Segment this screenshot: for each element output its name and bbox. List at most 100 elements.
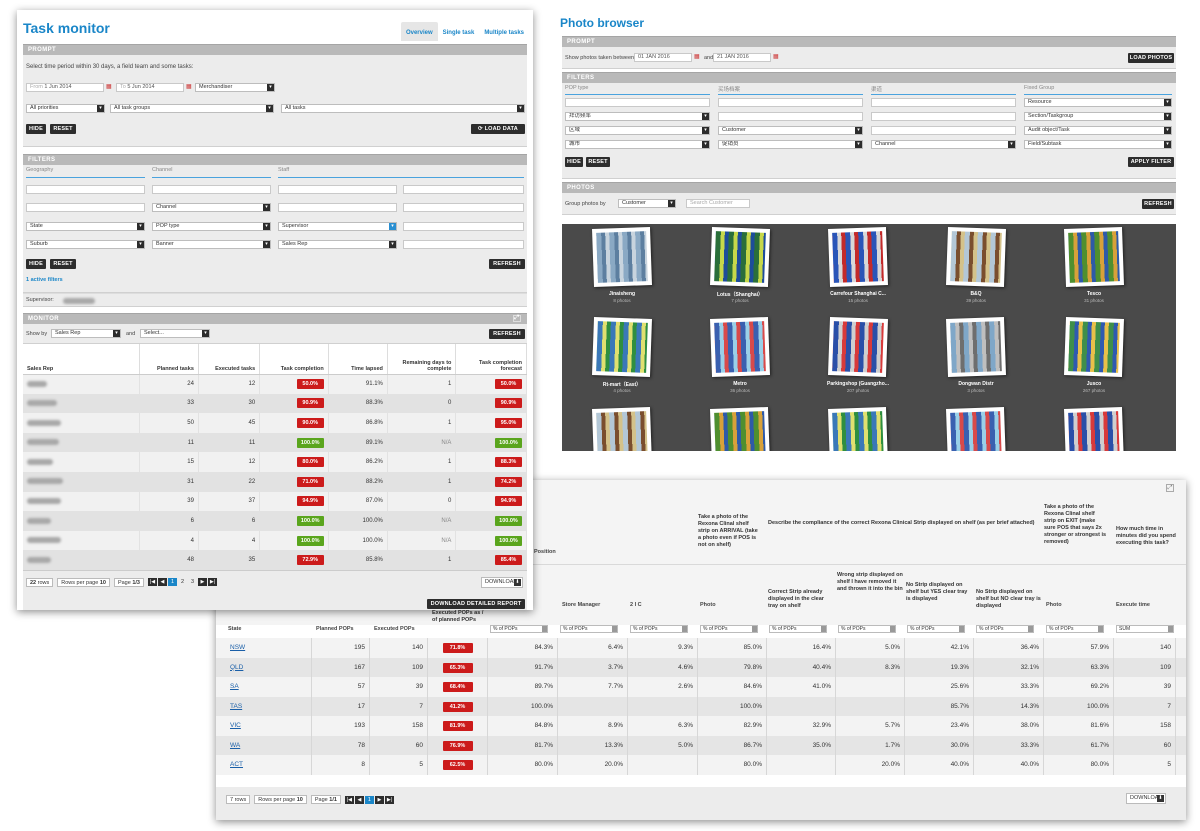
aggregation-select[interactable]: % of POPs — [976, 625, 1034, 633]
table-row[interactable]: VIC 193 158 81.9% 84.8% 8.9% 6.3% 82.9% 32.9% 5.7… — [216, 716, 1186, 736]
photo-thumbnail[interactable] — [946, 317, 1006, 377]
download-report-button[interactable]: DOWNLOAD DETAILED REPORT — [427, 598, 525, 609]
next-page-icon[interactable]: ▶ — [374, 795, 384, 804]
filters-refresh-button[interactable]: REFRESH — [489, 259, 525, 269]
next-page-icon[interactable]: ▶ — [197, 578, 207, 587]
page-2[interactable]: 2 — [180, 579, 185, 586]
table-row[interactable]: 39 37 94.9% 87.0% 0 94.9% — [23, 491, 527, 512]
photo-date-from[interactable]: 01 JAN 2016 — [634, 53, 692, 62]
first-page-icon[interactable]: |◀ — [147, 578, 157, 587]
hide-button[interactable]: HIDE — [26, 259, 46, 269]
calendar-icon[interactable]: ▦ — [106, 84, 112, 90]
customer-select[interactable]: Customer ▾ — [718, 126, 863, 135]
table-row[interactable]: 33 30 90.9% 88.3% 0 90.9% — [23, 393, 527, 414]
photo-thumbnail[interactable] — [592, 407, 652, 451]
photo-thumbnail[interactable] — [946, 227, 1006, 287]
apply-filter-button[interactable]: APPLY FILTER — [1128, 157, 1174, 167]
photo-thumbnail[interactable] — [828, 317, 888, 377]
aggregation-select[interactable]: % of POPs — [1046, 625, 1104, 633]
from-date-input[interactable]: From 1 Jun 2014 — [26, 83, 104, 92]
table-row[interactable]: NSW 195 140 71.8% 84.3% 6.4% 9.3% 85.0% 16.4% 5.0… — [216, 638, 1186, 658]
page-1[interactable]: 1 — [364, 795, 374, 804]
table-row[interactable]: 50 45 90.0% 86.8% 1 95.0% — [23, 413, 527, 433]
table-row[interactable]: QLD 167 109 65.3% 91.7% 3.7% 4.6% 79.8% 40.4% 8.3… — [216, 657, 1186, 677]
to-date-input[interactable]: To 5 Jun 2014 — [116, 83, 184, 92]
aggregation-select[interactable]: % of POPs — [490, 625, 548, 633]
first-page-icon[interactable]: |◀ — [344, 795, 354, 804]
state-link[interactable]: VIC — [230, 722, 241, 729]
photo-thumbnail[interactable] — [828, 407, 888, 451]
last-page-icon[interactable]: ▶| — [207, 578, 217, 587]
audit-select[interactable]: Audit object/Task ▾ — [1024, 126, 1172, 135]
expand-icon[interactable]: ⤢ — [513, 315, 521, 322]
col-lapsed[interactable]: Time lapsed — [328, 344, 388, 375]
filter-search[interactable] — [871, 98, 1016, 107]
active-filters-link[interactable]: 1 active filters — [26, 277, 63, 283]
col-executed[interactable]: Executed tasks — [198, 344, 261, 375]
col-completion[interactable]: Task completion — [259, 344, 329, 375]
photo-thumbnail[interactable] — [710, 227, 770, 287]
photo-thumbnail[interactable] — [946, 407, 1006, 451]
prev-page-icon[interactable]: ◀ — [157, 578, 167, 587]
table-row[interactable]: 15 12 80.0% 86.2% 1 88.3% — [23, 452, 527, 472]
photo-thumbnail[interactable] — [592, 317, 652, 377]
col-planned[interactable]: Planned tasks — [139, 344, 199, 375]
hide-button[interactable]: HIDE — [565, 157, 583, 167]
hide-button[interactable]: HIDE — [26, 124, 46, 134]
load-photos-button[interactable]: LOAD PHOTOS — [1128, 53, 1174, 63]
table-row[interactable]: 6 6 100.0% 100.0% N/A 100.0% — [23, 511, 527, 531]
expand-icon[interactable]: ⤢ — [1166, 484, 1174, 492]
aggregation-select[interactable]: % of POPs — [769, 625, 827, 633]
reset-button[interactable]: RESET — [50, 124, 76, 134]
aggregation-select[interactable]: SUM — [1116, 625, 1174, 633]
resource-select[interactable]: Resource ▾ — [1024, 98, 1172, 107]
col-sales-rep[interactable]: Sales Rep — [23, 344, 140, 375]
state-select[interactable]: State ▾ — [26, 222, 145, 231]
sales-rep-select[interactable]: Sales Rep ▾ — [278, 240, 397, 249]
aggregation-select[interactable]: % of POPs — [560, 625, 618, 633]
photo-thumbnail[interactable] — [1064, 227, 1124, 287]
calendar-icon[interactable]: ▦ — [773, 54, 779, 60]
banner-select[interactable]: Banner ▾ — [152, 240, 271, 249]
load-data-button[interactable]: ⟳ LOAD DATA — [471, 124, 525, 134]
promoter-select[interactable]: 促销员 ▾ — [718, 140, 863, 149]
rows-per-page[interactable]: Rows per page 10 — [57, 577, 110, 587]
table-row[interactable]: SA 57 39 68.4% 89.7% 7.7% 2.6% 84.6% 41.0% 25.6% 3… — [216, 677, 1186, 697]
state-link[interactable]: ACT — [230, 761, 243, 768]
aggregation-select[interactable]: % of POPs — [630, 625, 688, 633]
filter-search[interactable] — [565, 98, 710, 107]
pop-type-select[interactable]: POP type ▾ — [152, 222, 271, 231]
tab-single-task[interactable]: Single task — [442, 30, 475, 36]
photo-date-to[interactable]: 21 JAN 2016 — [713, 53, 771, 62]
filter-search[interactable] — [718, 98, 863, 107]
table-row[interactable]: 24 12 50.0% 91.1% 1 50.0% — [23, 374, 527, 394]
photo-thumbnail[interactable] — [592, 227, 652, 287]
supervisor-select[interactable]: Supervisor ▾ — [278, 222, 397, 231]
photo-thumbnail[interactable] — [710, 407, 770, 451]
filter-select[interactable]: 拜访频率 ▾ — [565, 112, 710, 121]
photo-thumbnail[interactable] — [710, 317, 770, 377]
table-row[interactable]: WA 78 60 76.9% 81.7% 13.3% 5.0% 86.7% 35.0% 1.7% 3… — [216, 735, 1186, 755]
rows-per-page[interactable]: Rows per page 10 — [254, 795, 307, 804]
state-link[interactable]: SA — [230, 683, 239, 690]
tasks-select[interactable]: All tasks ▾ — [281, 104, 525, 113]
section-select[interactable]: Section/Taskgroup ▾ — [1024, 112, 1172, 121]
city-select[interactable]: 城市 ▾ — [565, 140, 710, 149]
table-row[interactable]: 11 11 100.0% 89.1% N/A 100.0% — [23, 432, 527, 453]
monitor-download-button[interactable]: DOWNLOAD ⬇ — [481, 576, 523, 588]
channel-select[interactable]: Channel ▾ — [152, 203, 271, 212]
photo-thumbnail[interactable] — [1064, 407, 1124, 451]
channel-select[interactable]: Channel ▾ — [871, 140, 1016, 149]
state-link[interactable]: TAS — [230, 702, 243, 710]
state-link[interactable]: QLD — [230, 663, 244, 671]
tab-overview[interactable]: Overview — [400, 22, 438, 41]
prev-page-icon[interactable]: ◀ — [354, 795, 364, 804]
team-select[interactable]: Merchandiser ▾ — [195, 83, 275, 92]
aggregation-select[interactable]: % of POPs — [907, 625, 965, 633]
photo-thumbnail[interactable] — [828, 227, 888, 287]
show-by-select[interactable]: Sales Rep ▾ — [51, 329, 121, 338]
photo-thumbnail[interactable] — [1064, 317, 1124, 377]
aggregation-select[interactable]: % of POPs — [838, 625, 896, 633]
monitor-refresh-button[interactable]: REFRESH — [489, 329, 525, 339]
page-3[interactable]: 3 — [190, 579, 195, 586]
